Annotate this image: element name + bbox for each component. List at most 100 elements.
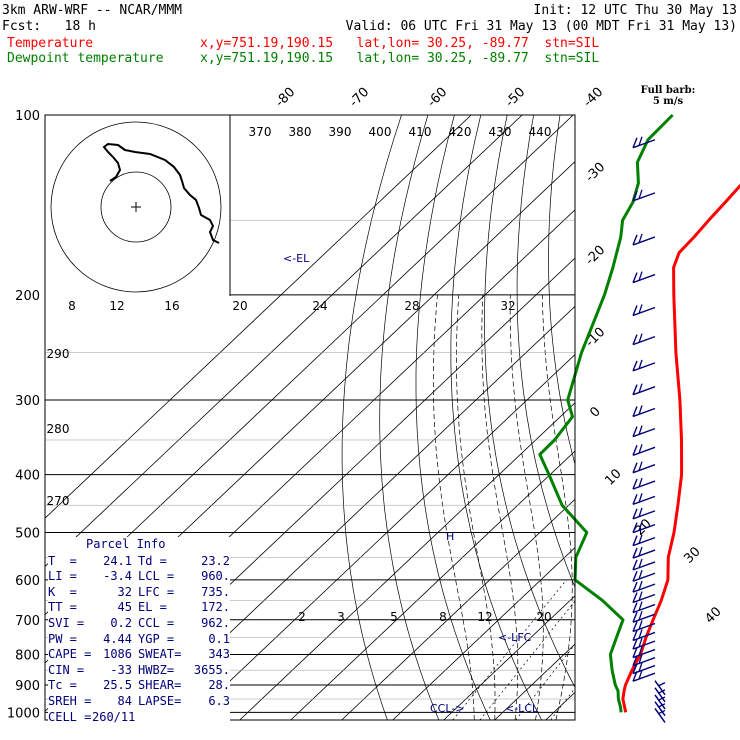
- wind-barb: [632, 333, 656, 346]
- parcel-info-panel: Parcel Info T = 24.1 Td = 23.2 LI = -3.4 LCL =…: [48, 537, 230, 726]
- parcel-info-title: Parcel Info: [86, 537, 166, 551]
- parcel-info-value: 28.: [208, 678, 230, 693]
- theta-e-label: 430: [489, 125, 512, 139]
- parcel-info-value: 3655.: [193, 662, 230, 677]
- wind-barb: [632, 534, 656, 547]
- parcel-info-key: LI =: [48, 569, 77, 584]
- parcel-info-key: PW =: [48, 631, 77, 646]
- forecast-hour: Fcst: 18 h: [2, 19, 96, 34]
- parcel-info-value: 172.: [201, 600, 230, 615]
- init-time: Init: 12 UTC Thu 30 May 13: [533, 3, 738, 18]
- moist-adiabat: [658, 295, 740, 720]
- parcel-info-key: T =: [48, 553, 77, 568]
- moist-adiabat: [481, 294, 519, 720]
- wind-barb: [654, 687, 666, 703]
- pressure-tick-label: 800: [15, 648, 40, 663]
- isotherm-line: [392, 546, 575, 720]
- parcel-info-row: SREH = 84 LAPSE= 6.3: [48, 694, 230, 710]
- isotherm-label: 10: [602, 466, 624, 488]
- dry-adiabat: [516, 115, 575, 588]
- isotherm-line: [443, 595, 575, 720]
- isotherm-line: [188, 353, 575, 720]
- parcel-info-row: PW = 4.44 YGP = 0.1: [48, 632, 230, 648]
- isotherm-label: 30: [681, 544, 703, 566]
- parcel-info-value: [186, 710, 230, 726]
- parcel-info-value: 23.2: [201, 553, 230, 568]
- parcel-info-value: 735.: [201, 584, 230, 599]
- parcel-info-value: 6.3: [208, 693, 230, 708]
- isotherm-label: -80: [273, 85, 299, 111]
- wind-barb: [654, 680, 666, 696]
- wind-barbs: [632, 136, 666, 723]
- isotherm-line: [494, 643, 575, 720]
- theta-e-label: 400: [369, 125, 392, 139]
- level-annotation: H: [446, 530, 454, 543]
- isotherm-line: [699, 115, 740, 720]
- mixing-ratio-label: 3: [337, 610, 345, 624]
- isotherm-line: [290, 450, 575, 720]
- parcel-info-rows: T = 24.1 Td = 23.2 LI = -3.4 LCL = 960. K = 32 LFC…: [48, 554, 230, 726]
- parcel-info-value: 1086: [103, 647, 132, 662]
- mixing-ratio-line: [582, 580, 688, 720]
- wind-barb: [632, 304, 656, 317]
- parcel-info-row: T = 24.1 Td = 23.2: [48, 554, 230, 570]
- theta-e-label: 420: [449, 125, 472, 139]
- background-grid: [45, 115, 740, 720]
- parcel-info-key: HWBZ=: [138, 662, 175, 677]
- legend-temperature: Temperature: [7, 36, 94, 51]
- parcel-info-key: K =: [48, 584, 77, 599]
- theta-e-label: 440: [529, 125, 552, 139]
- wind-barb: [632, 610, 656, 623]
- isotherm-label: -20: [583, 243, 609, 269]
- isotherm-line: [45, 115, 523, 567]
- isotherm-label: -60: [425, 85, 451, 111]
- wind-barb: [632, 461, 656, 474]
- hodograph-speed-label: 20: [232, 299, 247, 313]
- wind-barb: [632, 359, 656, 372]
- pressure-tick-label: 400: [15, 469, 40, 484]
- moist-adiabat: [456, 294, 496, 720]
- barb-legend-line2: 5 m/s: [652, 96, 684, 107]
- barb-legend: Full barb: 5 m/s: [636, 85, 700, 107]
- parcel-info-row: K = 32 LFC = 735.: [48, 585, 230, 601]
- isotherm-line: [45, 115, 574, 616]
- parcel-info-row: TT = 45 EL = 172.: [48, 600, 230, 616]
- moist-adiabat: [509, 294, 544, 720]
- isotherm-label: -70: [347, 85, 373, 111]
- wind-barb: [632, 620, 656, 633]
- moist-adiabat: [617, 295, 690, 720]
- dry-adiabat-label: 280: [47, 422, 70, 436]
- parcel-info-value: 84: [117, 693, 132, 708]
- model-title: 3km ARW-WRF -- NCAR/MMM: [2, 3, 183, 18]
- hodograph-speed-label: 12: [109, 299, 124, 313]
- parcel-info-value: 24.1: [103, 553, 132, 568]
- mixing-ratio-label: 5: [390, 610, 398, 624]
- dry-adiabat: [379, 115, 440, 720]
- isotherm-line: [45, 115, 472, 519]
- dry-adiabat: [637, 115, 740, 720]
- legend-temperature-info: x,y=751.19,190.15 lat,lon= 30.25, -89.77…: [200, 36, 600, 51]
- wind-barb: [654, 707, 666, 723]
- hodograph: [45, 115, 231, 296]
- moist-adiabat: [542, 294, 573, 720]
- parcel-info-row: Tc = 25.5 SHEAR= 28.: [48, 678, 230, 694]
- parcel-info-row: SVI = 0.2 CCL = 962.: [48, 616, 230, 632]
- theta-e-label: 370: [249, 125, 272, 139]
- parcel-info-value: 45: [117, 600, 132, 615]
- parcel-info-key: LAPSE=: [138, 693, 182, 708]
- wind-barb: [632, 558, 656, 571]
- theta-e-label: 390: [329, 125, 352, 139]
- wind-barb: [632, 405, 656, 418]
- parcel-info-key: EL =: [138, 600, 167, 615]
- parcel-info-key: SVI =: [48, 615, 85, 630]
- wind-barb: [632, 477, 656, 490]
- theta-e-label: 380: [289, 125, 312, 139]
- wind-barb: [654, 694, 666, 710]
- wind-barb: [632, 444, 656, 456]
- parcel-info-key: LFC =: [138, 584, 175, 599]
- wind-barb: [632, 233, 656, 246]
- parcel-info-value: 343: [208, 647, 230, 662]
- isotherm-label: -40: [581, 85, 607, 111]
- hodograph-speed-label: 28: [404, 299, 419, 313]
